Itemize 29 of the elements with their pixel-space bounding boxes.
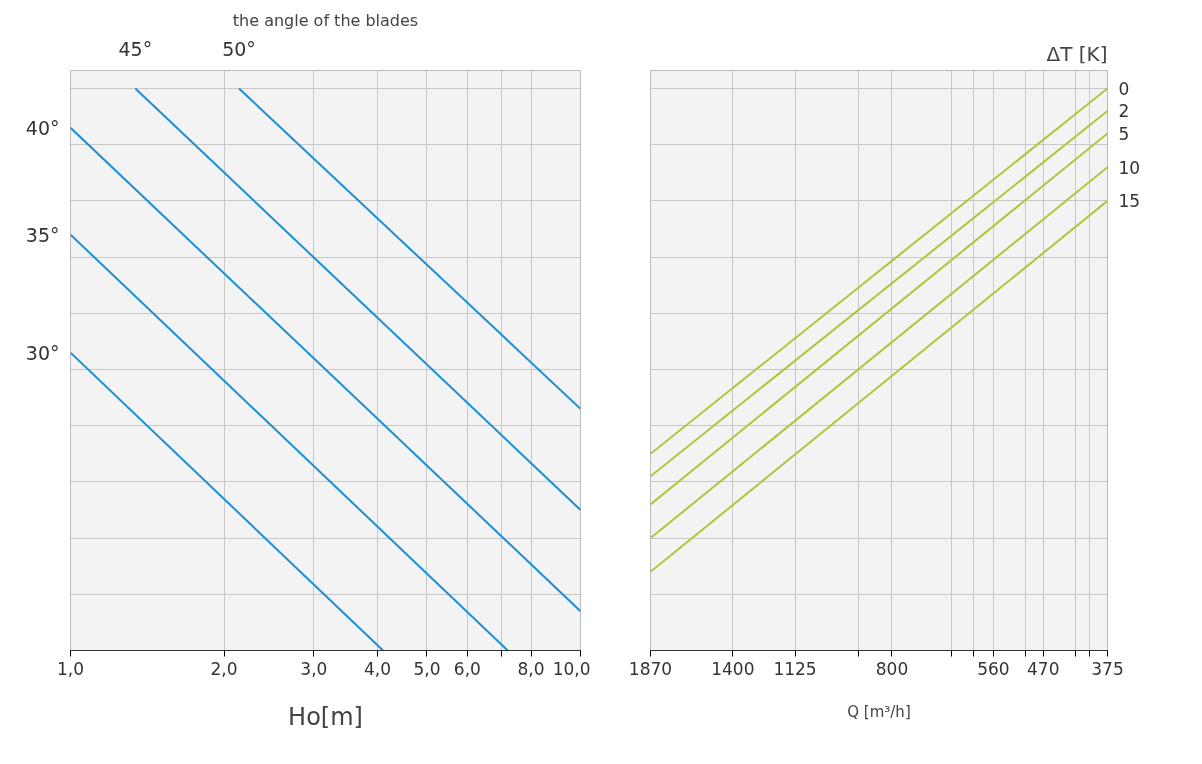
- series-label: 50°: [222, 37, 256, 60]
- x-tick-label: 1,0: [56, 658, 85, 679]
- x-tick-label: 560: [977, 658, 1010, 679]
- x-tick-label: 1125: [773, 658, 817, 679]
- x-tick-label: 800: [875, 658, 909, 679]
- series-label: 30°: [25, 341, 60, 364]
- series-label: 35°: [25, 223, 60, 246]
- text: the angle of the blades: [232, 10, 419, 30]
- x-tick-label: 1400: [711, 658, 755, 679]
- x-tick-label: 375: [1091, 658, 1124, 679]
- series-label: 2: [1118, 101, 1130, 122]
- x-axis-title: Q [m³/h]: [847, 702, 911, 721]
- series-label: 15: [1118, 191, 1141, 212]
- series-label: 5: [1118, 123, 1130, 144]
- x-tick-label: 5,0: [413, 658, 441, 679]
- x-tick-label: 470: [1027, 658, 1060, 679]
- series-label: 45°: [118, 37, 153, 60]
- legend-title: ΔT [K]: [1046, 41, 1108, 66]
- x-tick-label: 10,0: [552, 658, 591, 679]
- series-label: 40°: [25, 116, 60, 139]
- x-tick-label: 1870: [628, 658, 673, 679]
- x-tick-label: 4,0: [364, 658, 392, 679]
- x-tick-label: 6,0: [453, 658, 481, 679]
- x-axis-title: Ho[m]: [288, 702, 363, 731]
- series-label: 0: [1118, 78, 1130, 99]
- x-tick-label: 3,0: [300, 658, 328, 679]
- x-tick-label: 2,0: [210, 658, 238, 679]
- series-label: 10: [1118, 157, 1141, 178]
- x-tick-label: 8,0: [517, 658, 545, 679]
